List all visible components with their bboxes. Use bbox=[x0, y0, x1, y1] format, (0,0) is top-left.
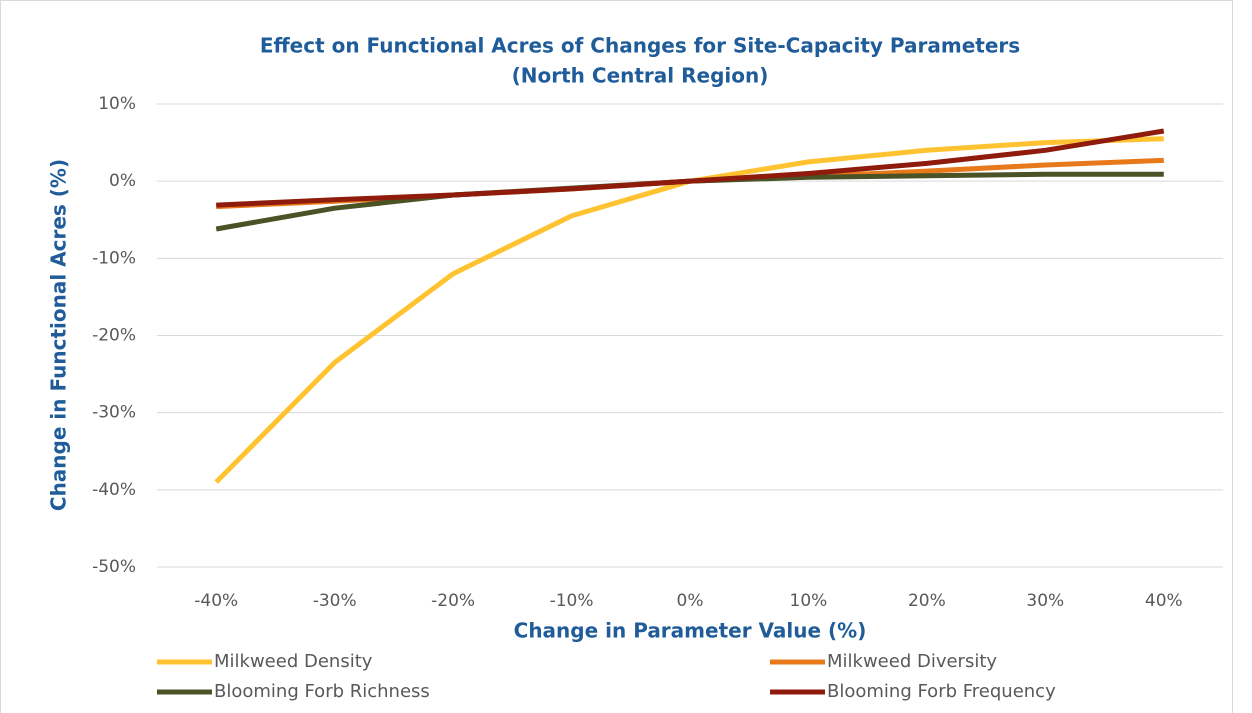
legend-label: Milkweed Density bbox=[214, 651, 373, 672]
series-line bbox=[216, 128, 1165, 208]
x-tick-label: 20% bbox=[908, 591, 946, 611]
x-tick-label: 10% bbox=[790, 591, 828, 611]
y-tick-label: -40% bbox=[92, 480, 136, 500]
y-tick-label: 10% bbox=[98, 94, 136, 114]
y-tick-label: -10% bbox=[92, 248, 136, 268]
y-axis-label: Change in Functional Acres (%) bbox=[47, 159, 71, 511]
legend-label: Blooming Forb Frequency bbox=[827, 681, 1056, 702]
legend-label: Milkweed Diversity bbox=[827, 651, 997, 672]
x-tick-label: -10% bbox=[550, 591, 594, 611]
chart-title: (North Central Region) bbox=[512, 64, 769, 88]
x-tick-label: -20% bbox=[431, 591, 475, 611]
y-tick-label: -20% bbox=[92, 326, 136, 346]
chart-title: Effect on Functional Acres of Changes fo… bbox=[260, 34, 1020, 58]
x-tick-label: 0% bbox=[677, 591, 704, 611]
x-tick-label: 40% bbox=[1145, 591, 1183, 611]
x-tick-label: -40% bbox=[194, 591, 238, 611]
y-tick-label: -30% bbox=[92, 403, 136, 423]
legend-label: Blooming Forb Richness bbox=[214, 681, 430, 702]
x-tick-label: 30% bbox=[1026, 591, 1064, 611]
y-tick-label: 0% bbox=[109, 171, 136, 191]
x-tick-label: -30% bbox=[313, 591, 357, 611]
y-tick-label: -50% bbox=[92, 557, 136, 577]
x-axis-label: Change in Parameter Value (%) bbox=[514, 619, 867, 643]
